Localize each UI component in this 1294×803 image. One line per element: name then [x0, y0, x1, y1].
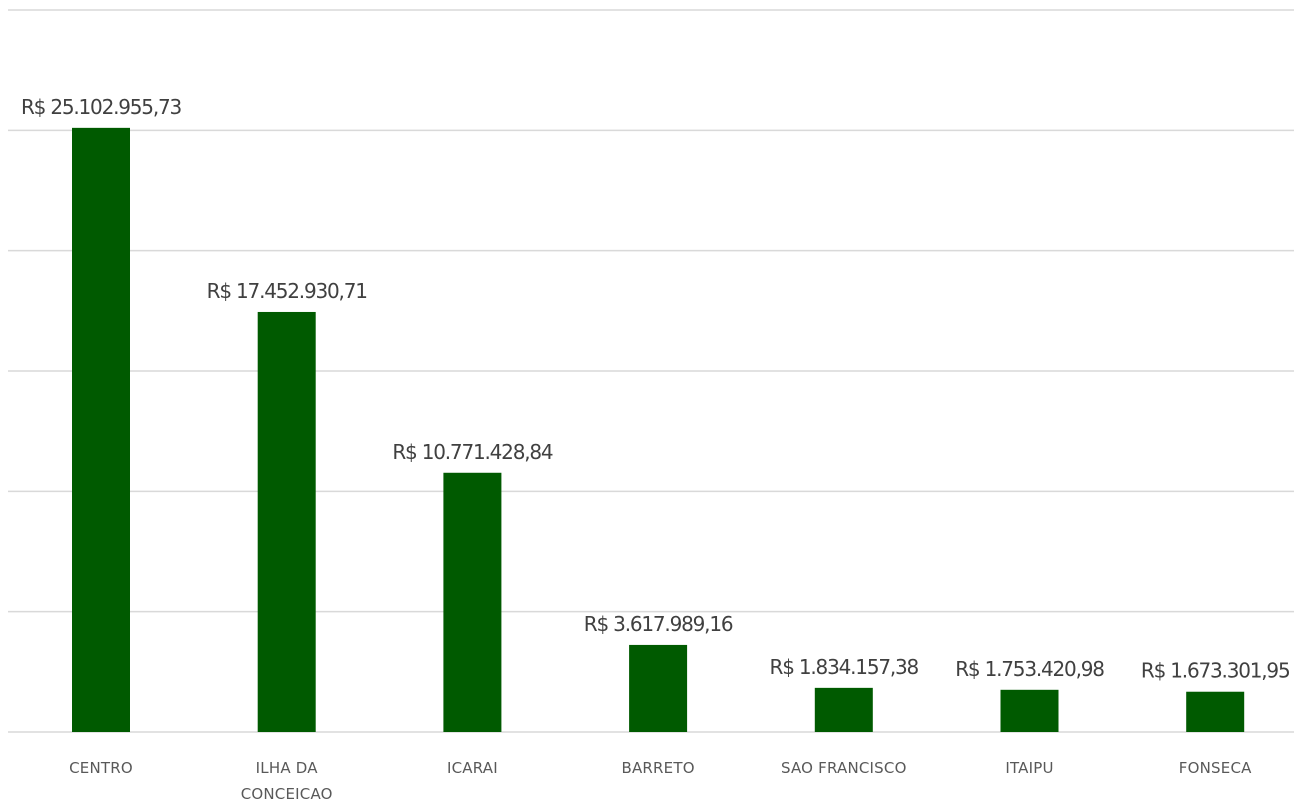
data-labels: R$ 25.102.955,73 R$ 17.452.930,71 R$ 10.77…: [21, 95, 1291, 683]
bar: [1000, 689, 1059, 732]
category-label: ICARAI: [447, 759, 498, 777]
bars: [72, 127, 1245, 732]
category-label: BARRETO: [621, 759, 694, 777]
bar: [629, 644, 688, 732]
data-label: R$ 1.834.157,38: [770, 655, 919, 679]
bar: [443, 472, 502, 732]
data-label: R$ 25.102.955,73: [21, 95, 182, 119]
bar: [72, 127, 130, 732]
data-label: R$ 17.452.930,71: [207, 279, 367, 303]
bar: [257, 311, 316, 732]
category-label: ITAIPU: [1005, 759, 1053, 777]
bar: [814, 687, 873, 732]
category-labels: CENTRO ILHA DA CONCEICAO ICARAI BARRETO SAO F…: [69, 759, 1252, 803]
data-label: R$ 3.617.989,16: [584, 612, 733, 636]
bar: [1186, 691, 1245, 732]
data-label: R$ 1.673.301,95: [1141, 659, 1290, 683]
category-label: ILHA DA CONCEICAO: [241, 759, 333, 803]
category-label: SAO FRANCISCO: [781, 759, 907, 777]
category-label: CENTRO: [69, 759, 133, 777]
category-label: FONSECA: [1179, 759, 1252, 777]
data-label: R$ 1.753.420,98: [955, 657, 1104, 681]
data-label: R$ 10.771.428,84: [392, 440, 553, 464]
gridlines: [8, 9, 1294, 733]
